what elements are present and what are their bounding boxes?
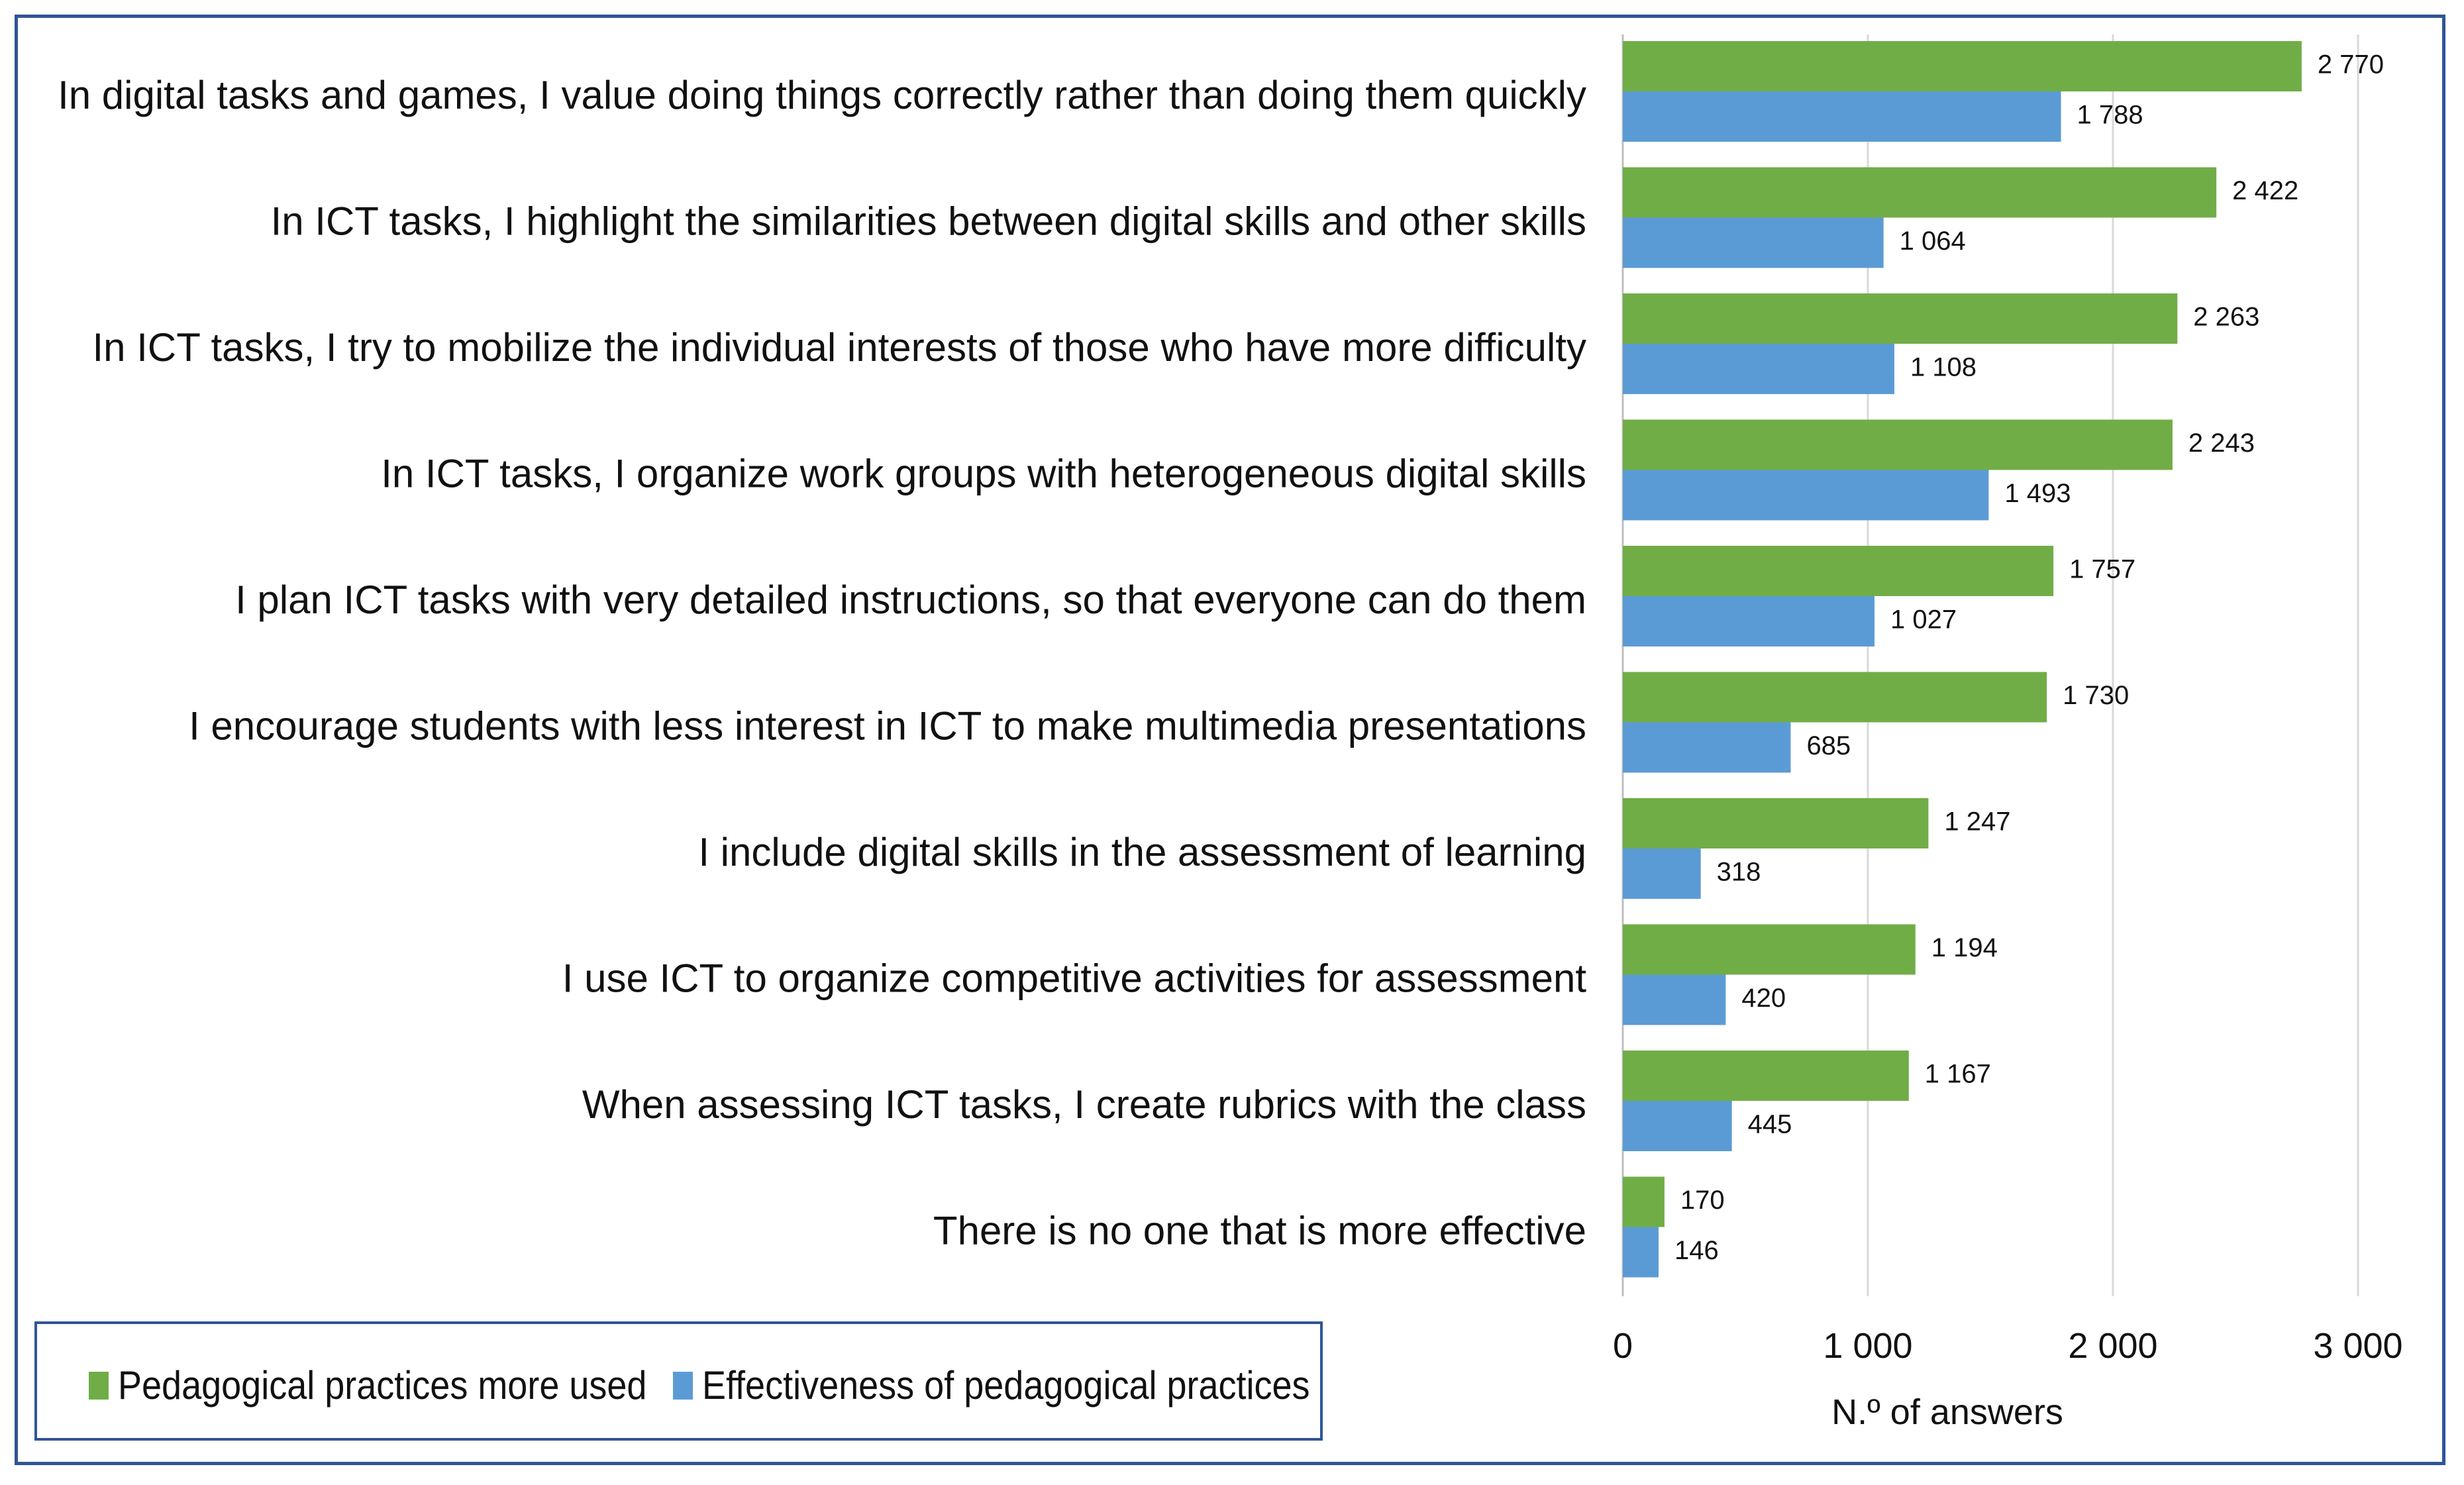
bar-more-used (1623, 419, 2173, 470)
bar-more-used (1623, 293, 2178, 344)
bar-effectiveness (1623, 1227, 1659, 1278)
bar-effectiveness (1623, 848, 1701, 899)
x-tick-label: 2 000 (2068, 1326, 2157, 1366)
bar-more-used (1623, 1050, 1909, 1101)
data-label: 2 770 (2318, 50, 2384, 79)
data-label: 1 788 (2077, 101, 2143, 130)
category-label: I include digital skills in the assessme… (698, 830, 1586, 874)
data-label: 1 757 (2069, 555, 2135, 584)
x-axis-title: N.º of answers (1831, 1392, 2063, 1432)
bar-effectiveness (1623, 1101, 1732, 1151)
legend-swatch-blue (673, 1371, 693, 1400)
x-tick-label: 0 (1613, 1326, 1633, 1366)
legend-item-used: Pedagogical practices more used (89, 1362, 705, 1408)
category-label: In ICT tasks, I highlight the similariti… (271, 199, 1586, 243)
bar-more-used (1623, 924, 1916, 975)
bar-more-used (1623, 41, 2302, 91)
category-label: I use ICT to organize competitive activi… (562, 956, 1587, 1000)
x-tick-label: 1 000 (1823, 1326, 1912, 1366)
category-label: In ICT tasks, I try to mobilize the indi… (93, 325, 1586, 370)
legend-label-used: Pedagogical practices more used (118, 1363, 647, 1408)
x-tick-label: 3 000 (2313, 1326, 2402, 1366)
bar-effectiveness (1623, 217, 1884, 268)
data-label: 2 243 (2188, 429, 2255, 458)
bar-more-used (1623, 798, 1929, 848)
data-label: 2 263 (2193, 303, 2259, 332)
data-label: 318 (1717, 858, 1761, 887)
data-label: 685 (1806, 731, 1851, 760)
data-label: 1 247 (1944, 807, 2010, 837)
bar-more-used (1623, 167, 2217, 218)
category-label: There is no one that is more effective (933, 1208, 1586, 1253)
bar-effectiveness (1623, 974, 1726, 1025)
category-label: I encourage students with less interest … (189, 703, 1586, 748)
category-label: I plan ICT tasks with very detailed inst… (235, 578, 1586, 622)
data-label: 1 064 (1900, 227, 1966, 256)
category-labels: In digital tasks and games, I value doin… (58, 73, 1586, 1253)
data-label: 2 422 (2232, 176, 2298, 205)
data-label: 1 493 (2004, 479, 2071, 508)
data-label: 420 (1741, 984, 1786, 1013)
bar-more-used (1623, 672, 2047, 723)
data-label: 1 108 (1910, 353, 1976, 382)
data-label: 170 (1680, 1186, 1725, 1215)
x-axis-ticks: 0 1 000 2 000 3 000 (1613, 1326, 2403, 1366)
data-label: 1 730 (2063, 681, 2129, 710)
data-label: 1 194 (1931, 933, 1998, 962)
data-label: 445 (1748, 1110, 1792, 1139)
data-label: 1 027 (1890, 605, 1957, 635)
category-label: In digital tasks and games, I value doin… (58, 73, 1586, 117)
category-label: In ICT tasks, I organize work groups wit… (381, 451, 1586, 495)
bar-effectiveness (1623, 91, 2061, 142)
bar-more-used (1623, 1176, 1665, 1227)
bar-effectiveness (1623, 596, 1874, 646)
bar-more-used (1623, 546, 2054, 596)
bar-effectiveness (1623, 722, 1791, 773)
legend-swatch-green (89, 1371, 109, 1400)
data-label: 146 (1674, 1236, 1719, 1265)
legend: Pedagogical practices more used Effectiv… (34, 1321, 1323, 1441)
bar-effectiveness (1623, 344, 1894, 394)
bar-effectiveness (1623, 470, 1989, 521)
legend-label-effectiveness: Effectiveness of pedagogical practices (702, 1363, 1310, 1408)
bars: 2 770 1 788 2 422 1 064 2 263 1 108 2 243 1 493… (1623, 41, 2384, 1278)
legend-item-effectiveness: Effectiveness of pedagogical practices (673, 1362, 1378, 1408)
category-label: When assessing ICT tasks, I create rubri… (582, 1082, 1586, 1127)
data-label: 1 167 (1925, 1060, 1991, 1089)
chart-frame (15, 15, 2445, 1465)
